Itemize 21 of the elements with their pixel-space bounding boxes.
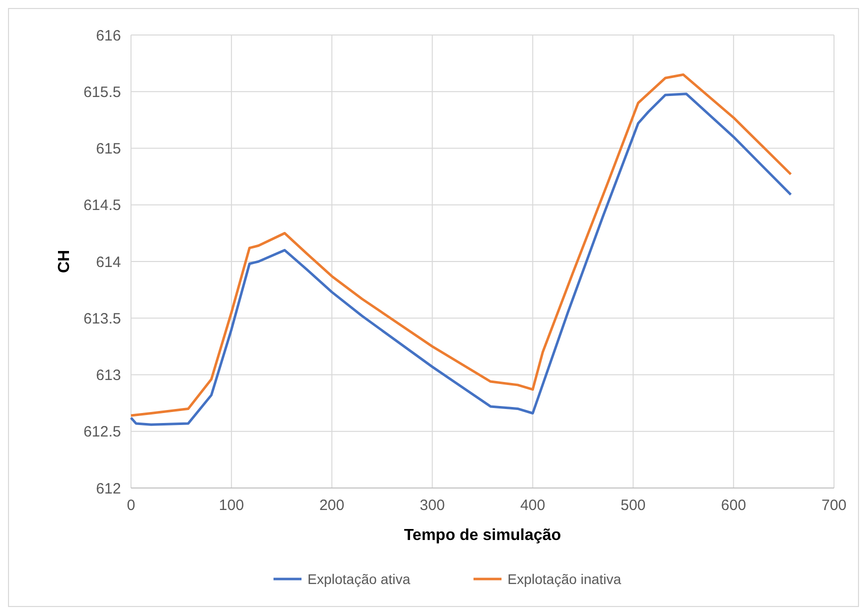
x-tick-label: 0	[126, 497, 136, 514]
x-tick-label: 500	[620, 497, 646, 514]
x-tick-label: 600	[721, 497, 746, 514]
y-tick-label: 614.5	[83, 197, 121, 214]
y-tick-label: 613.5	[83, 310, 121, 328]
x-tick-label: 100	[218, 497, 244, 514]
y-tick-label: 615.5	[83, 84, 121, 101]
x-tick-label: 700	[821, 497, 847, 514]
y-tick-label: 615	[96, 140, 121, 158]
x-tick-label: 300	[420, 497, 445, 514]
x-axis-title: Tempo de simulação	[404, 527, 562, 544]
y-tick-label: 612	[96, 480, 121, 498]
legend-label: Explotação inativa	[508, 570, 622, 587]
x-tick-label: 200	[319, 497, 344, 514]
x-tick-label: 400	[520, 497, 546, 514]
legend-label: Explotação ativa	[308, 570, 410, 587]
y-tick-label: 616	[96, 27, 121, 44]
y-tick-label: 613	[96, 367, 121, 384]
y-tick-label: 612.5	[83, 424, 121, 441]
y-axis-title: CH	[56, 250, 73, 274]
y-tick-label: 614	[96, 254, 121, 271]
